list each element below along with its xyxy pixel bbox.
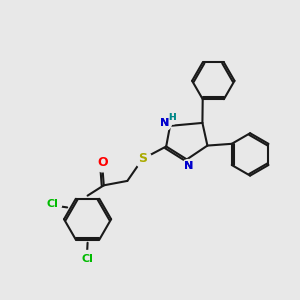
Text: N: N	[184, 161, 193, 171]
Text: S: S	[138, 152, 147, 165]
Text: N: N	[184, 161, 193, 171]
Text: H: H	[168, 113, 176, 122]
Text: H: H	[168, 113, 176, 122]
Text: N: N	[160, 118, 169, 128]
Text: N: N	[160, 118, 169, 128]
Text: Cl: Cl	[46, 200, 58, 209]
Text: O: O	[97, 156, 108, 169]
Text: Cl: Cl	[81, 254, 93, 264]
